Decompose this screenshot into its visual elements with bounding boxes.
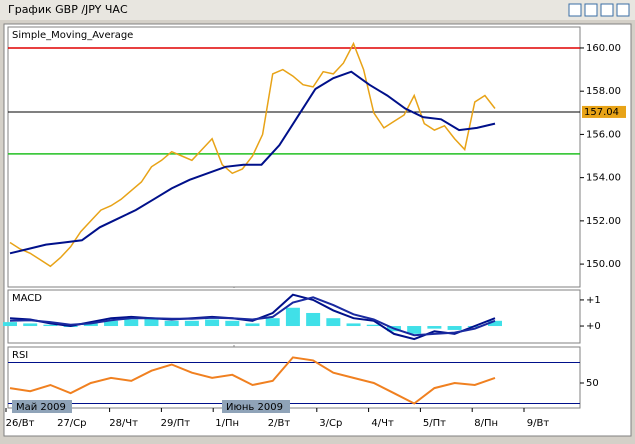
y-tick-label: +0	[586, 321, 601, 332]
period-label: Май 2009	[16, 402, 66, 413]
period-label-box	[222, 400, 290, 413]
histogram-bar	[285, 307, 300, 327]
x-tick-label: 9/Вт	[527, 418, 550, 429]
current-price-label: 157.04	[584, 107, 619, 118]
y-tick-label: +1	[586, 295, 601, 306]
histogram-bar	[23, 323, 38, 327]
x-tick-label: 27/Ср	[57, 418, 86, 429]
histogram-bar	[407, 326, 422, 334]
histogram-bar	[43, 324, 58, 327]
y-tick-label: 156.00	[586, 129, 621, 140]
panel-title: MACD	[12, 293, 42, 304]
histogram-bar	[205, 319, 220, 327]
series-line	[9, 41, 496, 268]
x-tick-label: 29/Пт	[161, 418, 191, 429]
panel-title: Simple_Moving_Average	[12, 30, 133, 41]
maximize-button[interactable]	[600, 3, 614, 17]
y-tick-label: 158.00	[586, 86, 621, 97]
histogram-bar	[225, 320, 240, 327]
histogram-bar	[447, 326, 462, 330]
histogram-bar	[164, 320, 179, 327]
histogram-bar	[427, 326, 442, 329]
histogram-bar	[245, 323, 260, 327]
window-buttons[interactable]	[568, 3, 630, 17]
histogram-bar	[265, 318, 280, 327]
x-tick-label: 4/Чт	[371, 418, 394, 429]
series-line	[9, 296, 496, 337]
minimize-button[interactable]	[568, 3, 582, 17]
x-tick-label: 26/Вт	[6, 418, 35, 429]
period-label: Июнь 2009	[226, 402, 283, 413]
histogram-bar	[306, 312, 321, 327]
y-tick-label: 150.00	[586, 259, 621, 270]
histogram-bar	[326, 318, 341, 327]
x-tick-label: 3/Ср	[319, 418, 342, 429]
histogram-bar	[488, 320, 502, 327]
histogram-bar	[3, 322, 17, 327]
x-tick-label: 28/Чт	[109, 418, 138, 429]
x-tick-label: 2/Вт	[268, 418, 291, 429]
histogram-bar	[144, 318, 159, 327]
histogram-bar	[346, 323, 361, 327]
y-tick-label: 160.00	[586, 43, 621, 54]
title-bar	[0, 0, 635, 20]
x-tick-label: 1/Пн	[215, 418, 239, 429]
y-tick-label: 50	[586, 378, 599, 389]
histogram-bar	[184, 320, 199, 327]
series-line	[9, 293, 496, 341]
window-title: График GBP /JPY ЧАС	[8, 3, 128, 16]
series-line	[9, 70, 496, 255]
x-tick-label: 5/Пт	[423, 418, 446, 429]
y-tick-label: 154.00	[586, 173, 621, 184]
period-label-box	[12, 400, 72, 413]
histogram-bar	[124, 319, 139, 327]
price-label-box	[582, 105, 626, 118]
series-line	[9, 356, 496, 405]
restore-button[interactable]	[584, 3, 598, 17]
x-tick-label: 8/Пн	[474, 418, 498, 429]
panel	[7, 26, 581, 288]
histogram-bar	[366, 324, 381, 327]
panel-title: RSI	[12, 350, 28, 361]
close-button[interactable]	[616, 3, 630, 17]
y-tick-label: 152.00	[586, 216, 621, 227]
histogram-bar	[83, 323, 98, 327]
histogram-bar	[104, 320, 119, 327]
